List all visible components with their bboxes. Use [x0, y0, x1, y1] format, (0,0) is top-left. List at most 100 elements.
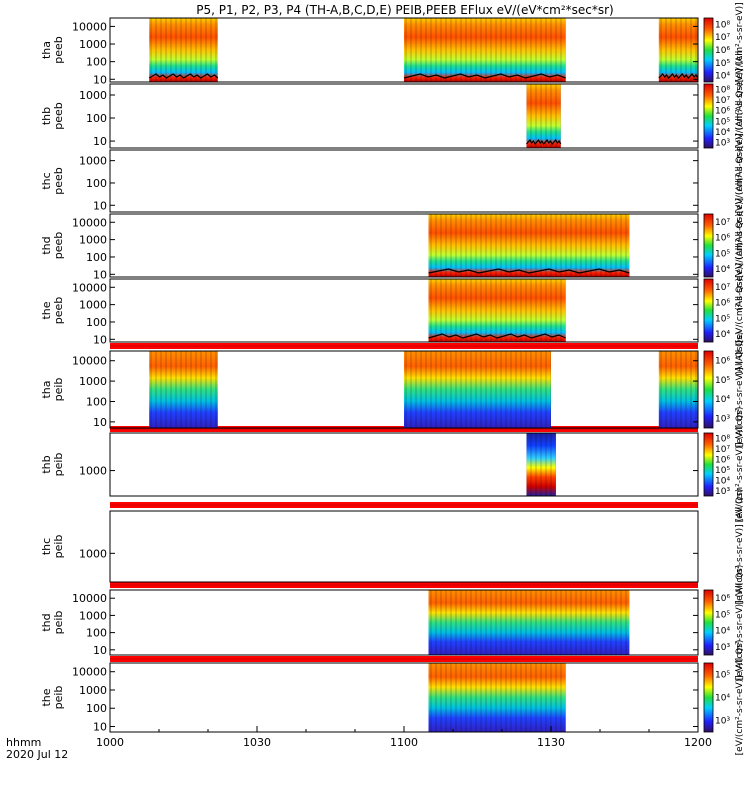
colorbar-tick-label: 10⁴: [715, 627, 730, 637]
colorbar-label: [eV/(cm²-s-sr-eV)] (All Qs): [735, 565, 745, 681]
y-tick-label: 1000: [79, 38, 107, 51]
y-tick-label: 10: [93, 721, 107, 734]
y-tick-label: 10: [93, 268, 107, 281]
colorbar-tick-label: 10⁸: [715, 85, 730, 95]
y-tick-label: 10: [93, 199, 107, 212]
spacecraft-potential-line: [403, 73, 566, 79]
x-tick-label: 1030: [243, 736, 271, 749]
y-label-probe: the: [40, 301, 53, 319]
colorbar-tick-label: 10⁷: [715, 96, 730, 106]
y-tick-label: 10000: [72, 281, 107, 294]
colorbar-tick-label: 10⁶: [715, 234, 730, 244]
colorbar-tick-label: 10⁶: [715, 299, 730, 309]
y-tick-label: 10000: [72, 216, 107, 229]
panel-frame: [109, 510, 699, 583]
y-label-instrument: peeb: [52, 232, 65, 260]
colorbar-tick-label: 10³: [715, 487, 730, 497]
colorbar-tick-label: 10³: [715, 139, 730, 149]
colorbar-label: (All Qs)[eV/(cm²-s-sr-eV)] (All: [735, 0, 745, 115]
colorbar: [703, 432, 714, 497]
y-tick-label: 1000: [79, 684, 107, 697]
spacecraft-potential-line: [148, 73, 219, 79]
y-label-probe: thb: [40, 107, 53, 125]
colorbar-tick-label: 10⁵: [715, 466, 730, 476]
figure-title: P5, P1, P2, P3, P4 (TH-A,B,C,D,E) PEIB,P…: [196, 3, 613, 17]
y-tick-label: 100: [86, 627, 107, 640]
y-label-instrument: peeb: [52, 36, 65, 64]
y-label-probe: thd: [40, 236, 53, 254]
colorbar-label: (All Qs)[eV/(cm²-s-sr-eV)] (All: [735, 180, 745, 310]
spacecraft-potential-line: [658, 73, 699, 79]
colorbar: [703, 662, 714, 733]
colorbar-tick-label: 10⁶: [715, 46, 730, 56]
y-tick-label: 1000: [79, 299, 107, 312]
colorbar-tick-label: 10⁶: [715, 107, 730, 117]
spectrogram-texture: [658, 351, 698, 428]
colorbar-tick-label: 10³: [715, 414, 730, 424]
y-label-instrument: peeb: [52, 297, 65, 325]
y-label-probe: the: [40, 688, 53, 706]
colorbar-label: [eV/(cm²-s-sr-eV)] (All Qs): [735, 332, 745, 448]
colorbar-tick-label: 10⁴: [715, 476, 730, 486]
colorbar-tick-label: 10⁵: [715, 376, 730, 386]
colorbar-tick-label: 10⁵: [715, 59, 730, 69]
y-tick-label: 10000: [72, 20, 107, 33]
spectrogram-texture: [428, 663, 566, 732]
panel-frame: [109, 83, 699, 149]
x-axis-label-date: 2020 Jul 12: [6, 748, 68, 761]
colorbar-label: (All Qs)[eV/(cm²-s-sr-eV)] (All: [735, 245, 745, 375]
colorbar-label: (All Qs)[eV/(cm²-s-sr-eV)] (All: [735, 51, 745, 181]
spacecraft-potential-line: [526, 138, 562, 146]
spectrogram-texture: [428, 590, 630, 655]
y-label-probe: thc: [40, 172, 53, 189]
colorbar-tick-label: 10³: [715, 643, 730, 653]
colorbar-label: [eV/(cm²-s-sr-eV)] (All Qs): [735, 407, 745, 523]
y-tick-label: 1000: [79, 609, 107, 622]
colorbar: [703, 589, 714, 656]
y-tick-label: 10: [93, 73, 107, 86]
spectrogram-texture: [428, 279, 566, 342]
y-tick-label: 1000: [79, 547, 107, 560]
colorbar-label: (All Qs)[eV/(cm²-s-sr-eV)] (All: [735, 116, 745, 246]
y-tick-label: 100: [86, 316, 107, 329]
x-axis-label-hhmm: hhmm: [6, 736, 41, 749]
colorbar-tick-label: 10⁶: [715, 357, 730, 367]
y-label-instrument: peeb: [52, 167, 65, 195]
y-tick-label: 1000: [79, 234, 107, 247]
y-tick-label: 1000: [79, 155, 107, 168]
x-tick-label: 1000: [96, 736, 124, 749]
spectrogram-texture: [404, 18, 566, 82]
y-tick-label: 100: [86, 56, 107, 69]
spacecraft-potential-line: [428, 333, 566, 339]
y-tick-label: 10000: [72, 355, 107, 368]
x-tick-label: 1130: [537, 736, 565, 749]
panel-thc-peeb: 10 100 1000 thc peeb (All Qs)[eV/(cm²-s-sr-eV…: [40, 116, 745, 246]
colorbar: [703, 17, 714, 83]
spectrogram-texture: [526, 433, 556, 496]
colorbar-label: [eV/(cm²-s-sr-eV)] (All Qs): [735, 640, 745, 756]
spectrogram-texture: [149, 18, 218, 82]
y-tick-label: 10000: [72, 592, 107, 605]
panel-frame: [109, 149, 699, 213]
y-tick-label: 1000: [79, 89, 107, 102]
panel-the-peib: 10 100 1000 10000 the peib 10³ 10⁴ 10⁵ [eV/(cm²-s…: [40, 640, 745, 756]
colorbar-tick-label: 10⁴: [715, 265, 730, 275]
y-tick-label: 10000: [72, 666, 107, 679]
panel-the-peeb: 10 100 1000 10000 the peeb 10⁴ 10⁵ 10⁶ 10⁷ (All Qs…: [40, 245, 745, 375]
panel-frame: [109, 350, 699, 429]
colorbar-tick-label: 10⁸: [715, 434, 730, 444]
y-tick-label: 10: [93, 644, 107, 657]
colorbar-tick-label: 10⁷: [715, 33, 730, 43]
y-tick-label: 100: [86, 177, 107, 190]
colorbar-tick-label: 10⁴: [715, 128, 730, 138]
y-tick-label: 100: [86, 395, 107, 408]
y-tick-label: 1000: [79, 465, 107, 478]
panel-tha-peib: 10 100 1000 10000 tha peib 10³ 10⁴ 10⁵ 10⁶ [eV/(cm…: [40, 332, 745, 448]
y-tick-label: 100: [86, 251, 107, 264]
panel-frame: [109, 432, 699, 497]
colorbar-tick-label: 10⁴: [715, 72, 730, 82]
panel-frame: [109, 213, 699, 278]
